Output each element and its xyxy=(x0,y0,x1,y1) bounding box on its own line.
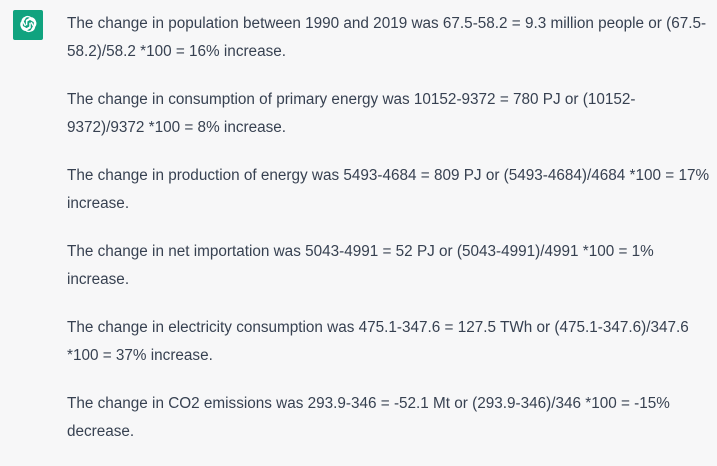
assistant-message: The change in population between 1990 an… xyxy=(13,10,709,440)
paragraph-energy-production: The change in production of energy was 5… xyxy=(67,167,710,212)
paragraph-co2: The change in CO2 emissions was 293.9-34… xyxy=(67,395,670,440)
message-content: The change in population between 1990 an… xyxy=(67,10,712,466)
paragraph-net-importation: The change in net importation was 5043-4… xyxy=(67,243,654,288)
paragraph-population: The change in population between 1990 an… xyxy=(67,15,707,60)
paragraph-electricity: The change in electricity consumption wa… xyxy=(67,319,689,364)
openai-logo-icon xyxy=(20,15,37,33)
assistant-avatar xyxy=(13,10,43,40)
paragraph-primary-energy: The change in consumption of primary ene… xyxy=(67,91,636,136)
